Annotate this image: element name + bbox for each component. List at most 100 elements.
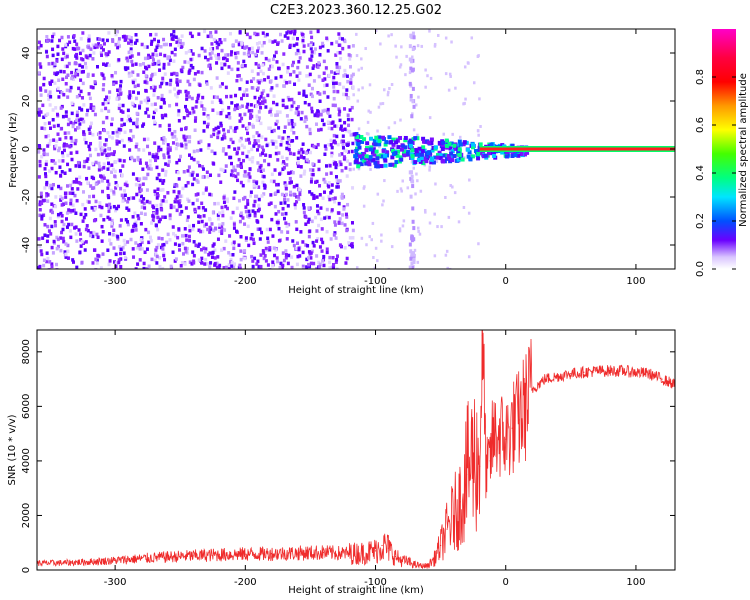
spectrogram-cell (238, 87, 242, 91)
spectrogram-cell (107, 63, 111, 68)
spectrogram-cell (149, 86, 153, 90)
spectrogram-cell (75, 239, 79, 243)
spectrogram-cell (333, 223, 337, 227)
spectrogram-cell (82, 130, 86, 134)
spectrogram-cell (346, 202, 350, 207)
spectrogram-cell (211, 108, 215, 112)
spectrogram-cell (249, 79, 253, 84)
spectrogram-cell (87, 45, 91, 50)
spectrogram-cell (197, 205, 201, 210)
spectrogram-cell (410, 252, 414, 257)
spectrogram-cell (153, 258, 157, 263)
spectrogram-cell (277, 239, 281, 243)
spectrogram-cell (299, 165, 303, 169)
spectrogram-cell (273, 168, 277, 172)
spectrogram-cell (37, 107, 41, 112)
spectrogram-cell (170, 72, 174, 76)
spectrogram-cell (312, 244, 316, 248)
spectrogram-cell (174, 137, 178, 142)
spectrogram-cell (87, 34, 91, 38)
spectrogram-cell (246, 52, 250, 57)
spectrogram-cell (280, 230, 284, 234)
spectrogram-cell (231, 140, 235, 145)
spectrogram-cell (311, 162, 315, 166)
spectrogram-cell (147, 114, 151, 118)
spectrogram-cell (118, 251, 122, 256)
spectrogram-cell (364, 161, 369, 166)
spectrogram-cell (177, 43, 181, 48)
spectrogram-cell (172, 71, 176, 76)
spectrogram-cell (97, 161, 101, 166)
spectrogram-cell (210, 149, 214, 154)
spectrogram-cell (63, 250, 67, 254)
spectrogram-cell (415, 172, 418, 176)
spectrogram-cell (82, 132, 86, 136)
spectrogram-cell (170, 132, 174, 136)
spectrogram-cell (352, 132, 357, 137)
spectrogram-cell (263, 186, 267, 190)
spectrogram-cell (162, 66, 166, 70)
spectrogram-cell (102, 48, 106, 52)
spectrogram-cell (177, 119, 181, 123)
spectrogram-cell (435, 153, 440, 158)
spectrogram-cell (64, 242, 68, 246)
spectrogram-cell (127, 114, 131, 119)
spectrogram-cell (215, 61, 219, 65)
spectrogram-cell (251, 259, 255, 263)
snr-point (453, 514, 455, 517)
spectrogram-cell (283, 181, 287, 185)
spectrogram-cell (338, 82, 342, 86)
spectrogram-cell (234, 229, 238, 234)
spectrogram-cell (217, 267, 221, 269)
spectrogram-cell (106, 152, 110, 157)
spectrogram-cell (413, 136, 418, 141)
spectrogram-cell (153, 102, 157, 106)
spectrogram-cell (268, 109, 272, 114)
spectrogram-cell (112, 82, 116, 86)
spectrogram-cell (61, 77, 65, 82)
spectrogram-cell (224, 152, 228, 156)
spectrogram-cell (45, 194, 49, 198)
spectrogram-cell (108, 205, 112, 210)
spectrogram-cell (174, 197, 178, 202)
spectrogram-cell (244, 138, 248, 142)
spectrogram-cell (38, 213, 42, 218)
spectrogram-cell (91, 161, 95, 166)
spectrogram-cell (168, 103, 172, 108)
spectrogram-cell (328, 197, 332, 202)
spectrogram-cell (450, 149, 455, 154)
spectrogram-cell (257, 264, 261, 269)
spectrogram-cell (168, 213, 172, 217)
spectrogram-cell (121, 245, 125, 250)
spectrogram-cell (281, 206, 285, 211)
spectrogram-cell (110, 224, 114, 228)
spectrogram-cell (184, 126, 188, 130)
spectrogram-cell (304, 222, 308, 226)
spectrogram-cell (248, 35, 252, 40)
spectrogram-cell (98, 201, 102, 205)
spectrogram-cell (213, 201, 217, 206)
spectrogram-cell (410, 160, 414, 164)
spectrogram-cell (252, 86, 256, 90)
spectrogram-cell (169, 205, 173, 210)
spectrogram-cell (253, 213, 257, 218)
spectrogram-cell (266, 93, 270, 98)
spectrogram-cell (153, 120, 157, 124)
spectrogram-cell (277, 209, 281, 214)
spectrogram-cell (302, 172, 306, 176)
spectrogram-cell (292, 243, 296, 248)
y-tick-label: 0 (21, 567, 32, 573)
spectrogram-cell (328, 114, 332, 118)
spectrogram-cell (333, 231, 337, 235)
spectrogram-cell (259, 121, 263, 126)
spectrogram-cell (301, 240, 305, 244)
spectrogram-cell (239, 164, 243, 168)
spectrogram-cell (240, 96, 244, 101)
spectrogram-cell (213, 151, 217, 156)
spectrogram-cell (214, 53, 218, 58)
spectrogram-cell (70, 101, 74, 106)
spectrogram-cell (423, 208, 427, 212)
spectrogram-cell (144, 89, 148, 93)
spectrogram-cell (366, 160, 371, 165)
spectrogram-cell (64, 255, 68, 259)
